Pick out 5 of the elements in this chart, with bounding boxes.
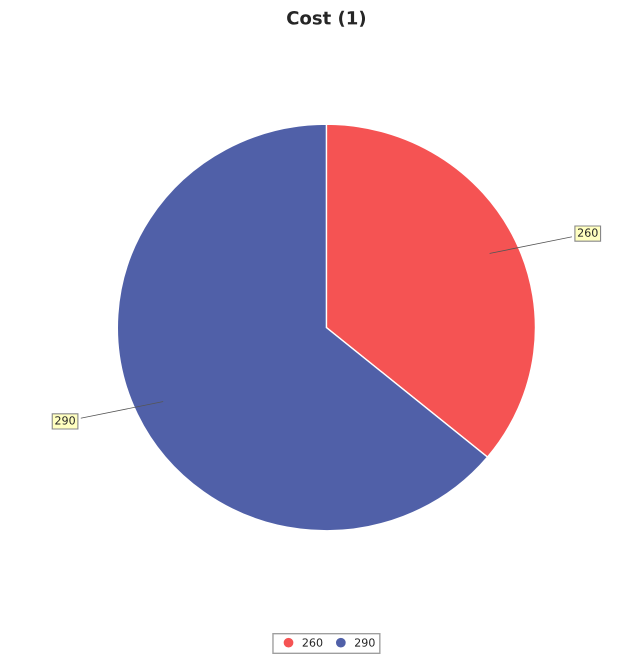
chart-title: Cost (1) — [287, 10, 366, 27]
slice-label: 290 — [55, 416, 75, 425]
legend-label: 290 — [354, 638, 375, 647]
legend-label: 260 — [302, 638, 322, 647]
slice-label: 260 — [578, 228, 598, 237]
